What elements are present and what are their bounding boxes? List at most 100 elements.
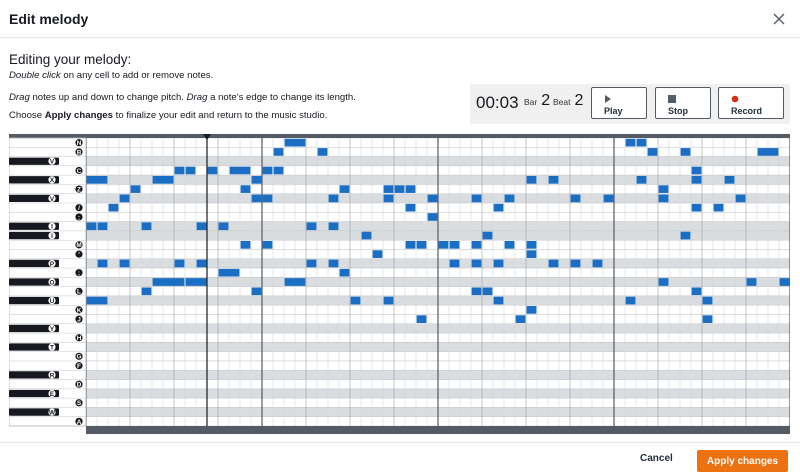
note-block[interactable] — [405, 185, 416, 193]
note-block[interactable] — [493, 259, 504, 268]
note-block[interactable] — [383, 185, 394, 193]
note-block[interactable] — [438, 240, 449, 249]
note-block[interactable] — [471, 287, 482, 296]
note-block[interactable] — [185, 278, 207, 286]
note-block[interactable] — [471, 194, 482, 203]
note-block[interactable] — [174, 166, 185, 175]
note-block[interactable] — [229, 166, 251, 175]
note-block[interactable] — [130, 185, 141, 193]
close-button[interactable] — [768, 8, 790, 30]
note-block[interactable] — [658, 278, 669, 286]
note-block[interactable] — [339, 268, 350, 277]
note-block[interactable] — [713, 203, 724, 212]
black-key[interactable] — [9, 194, 59, 203]
note-block[interactable] — [746, 278, 757, 286]
black-key[interactable] — [9, 371, 59, 379]
note-block[interactable] — [207, 166, 218, 175]
scroll-bar[interactable] — [86, 426, 790, 434]
note-block[interactable] — [658, 194, 669, 203]
black-key[interactable] — [9, 408, 59, 416]
note-block[interactable] — [449, 259, 460, 268]
note-block[interactable] — [405, 203, 416, 212]
black-key[interactable] — [9, 389, 59, 398]
black-key[interactable] — [9, 176, 59, 184]
note-block[interactable] — [361, 231, 372, 240]
note-block[interactable] — [350, 296, 361, 305]
note-block[interactable] — [658, 185, 669, 193]
note-block[interactable] — [317, 148, 328, 156]
note-block[interactable] — [119, 194, 130, 203]
note-block[interactable] — [251, 175, 262, 184]
note-block[interactable] — [306, 259, 317, 268]
note-block[interactable] — [636, 175, 647, 184]
note-block[interactable] — [108, 203, 119, 212]
note-block[interactable] — [251, 287, 262, 296]
black-key[interactable] — [9, 231, 59, 240]
note-block[interactable] — [240, 185, 251, 193]
note-block[interactable] — [526, 250, 537, 258]
note-block[interactable] — [262, 194, 273, 203]
note-block[interactable] — [691, 166, 702, 175]
note-block[interactable] — [570, 194, 581, 203]
note-block[interactable] — [493, 296, 504, 305]
note-block[interactable] — [779, 278, 790, 286]
note-block[interactable] — [383, 194, 394, 203]
note-block[interactable] — [570, 259, 581, 268]
note-block[interactable] — [493, 203, 504, 212]
note-block[interactable] — [119, 259, 130, 268]
cancel-button[interactable]: Cancel — [640, 453, 673, 464]
note-block[interactable] — [526, 240, 537, 249]
note-block[interactable] — [625, 138, 636, 147]
note-block[interactable] — [97, 222, 108, 231]
play-button[interactable]: Play — [591, 87, 647, 119]
note-block[interactable] — [416, 315, 427, 324]
note-block[interactable] — [383, 296, 394, 305]
note-block[interactable] — [427, 194, 438, 203]
note-block[interactable] — [757, 148, 779, 156]
note-block[interactable] — [141, 287, 152, 296]
note-block[interactable] — [141, 222, 152, 231]
black-key[interactable] — [9, 157, 59, 165]
note-block[interactable] — [735, 194, 746, 203]
note-block[interactable] — [86, 296, 108, 305]
stop-button[interactable]: Stop — [655, 87, 711, 119]
note-block[interactable] — [86, 175, 108, 184]
note-block[interactable] — [273, 148, 284, 156]
note-block[interactable] — [526, 175, 537, 184]
note-block[interactable] — [504, 240, 515, 249]
note-block[interactable] — [372, 250, 383, 258]
note-block[interactable] — [482, 231, 493, 240]
black-key[interactable] — [9, 222, 59, 230]
note-block[interactable] — [251, 194, 262, 203]
note-block[interactable] — [240, 240, 251, 249]
note-block[interactable] — [196, 259, 207, 268]
note-block[interactable] — [471, 240, 482, 249]
playhead-marker-icon[interactable] — [203, 134, 211, 140]
note-block[interactable] — [262, 240, 273, 249]
note-block[interactable] — [636, 138, 647, 147]
note-block[interactable] — [86, 222, 97, 231]
note-block[interactable] — [449, 240, 460, 249]
note-block[interactable] — [306, 222, 317, 231]
note-block[interactable] — [482, 287, 493, 296]
note-block[interactable] — [152, 175, 174, 184]
note-block[interactable] — [548, 259, 559, 268]
note-block[interactable] — [328, 259, 339, 268]
black-key[interactable] — [9, 278, 59, 286]
record-button[interactable]: Record — [718, 87, 784, 119]
apply-changes-button[interactable]: Apply changes — [697, 450, 788, 472]
note-block[interactable] — [680, 148, 691, 156]
timeline-bar[interactable] — [9, 134, 790, 138]
note-block[interactable] — [702, 315, 713, 324]
note-block[interactable] — [273, 166, 284, 175]
black-key[interactable] — [9, 343, 59, 351]
note-block[interactable] — [328, 194, 339, 203]
black-key[interactable] — [9, 324, 59, 333]
note-block[interactable] — [185, 166, 196, 175]
note-block[interactable] — [724, 175, 735, 184]
note-block[interactable] — [691, 175, 702, 184]
note-block[interactable] — [97, 259, 108, 268]
piano-roll-grid[interactable]: NB V C X Z V /; II M ' P; O L U KJ Y H T GF R D E S W A — [9, 134, 790, 434]
note-block[interactable] — [515, 315, 526, 324]
note-block[interactable] — [548, 175, 559, 184]
